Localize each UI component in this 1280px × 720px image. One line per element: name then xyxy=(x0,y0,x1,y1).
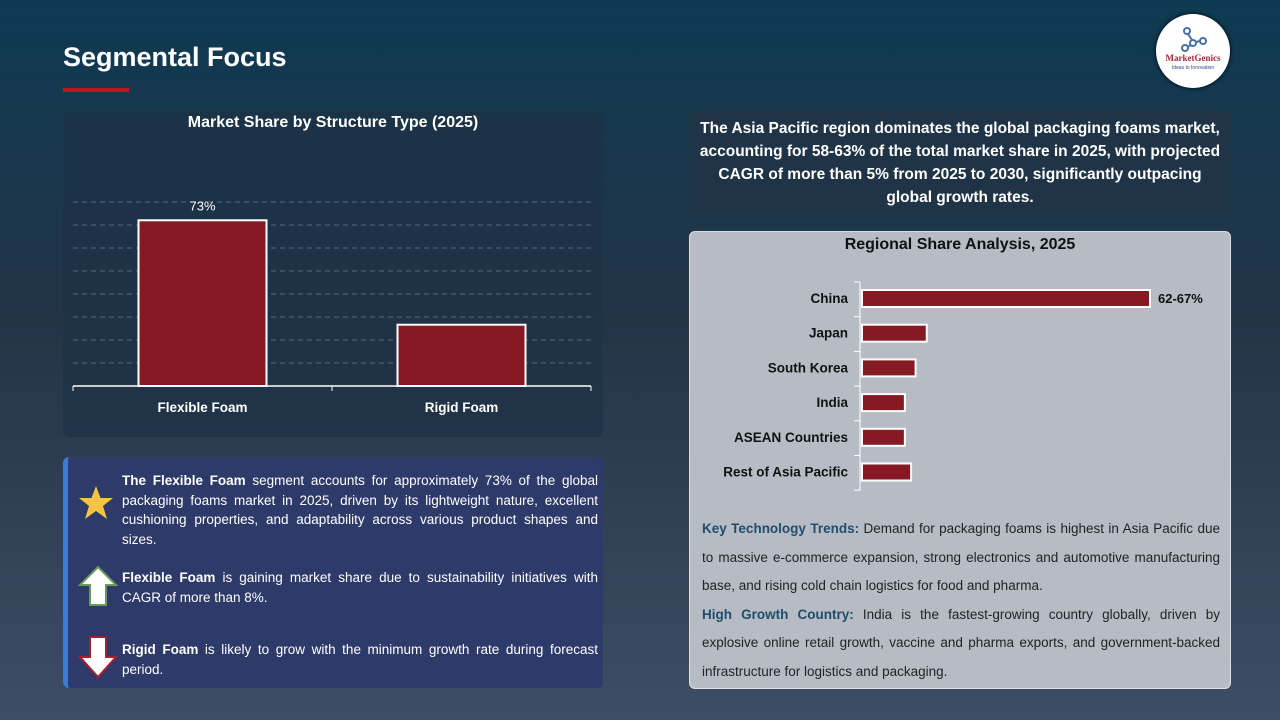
star-icon xyxy=(78,485,114,526)
regional-chart: China 62-67% Japan South Korea India ASEAN Co… xyxy=(723,281,1203,491)
chart-title: Regional Share Analysis, 2025 xyxy=(844,236,1076,253)
regional-panel: Regional Share Analysis, 2025 China 62-67… xyxy=(689,231,1231,689)
trend-item: High Growth Country: India is the fastes… xyxy=(702,606,1220,679)
title-underline xyxy=(63,88,129,92)
insight-text: The Flexible Foam segment accounts for a… xyxy=(122,473,598,547)
data-label: 73% xyxy=(189,198,215,213)
tick-label: Japan xyxy=(809,326,848,341)
tick-label: South Korea xyxy=(768,360,849,375)
page-title: Segmental Focus xyxy=(63,42,287,72)
arrow-up-icon xyxy=(77,565,119,612)
bar xyxy=(861,323,928,343)
bar xyxy=(861,289,1151,308)
summary-text: The Asia Pacific region dominates the gl… xyxy=(689,111,1231,214)
bar xyxy=(137,219,268,388)
trends-text: Key Technology Trends: Demand for packag… xyxy=(702,515,1220,686)
arrow-down-icon xyxy=(77,635,119,684)
bar xyxy=(861,462,913,482)
logo: MarketGenics Ideas to Innovation xyxy=(1156,14,1230,88)
insight-text: Flexible Foam is gaining market share du… xyxy=(122,570,598,605)
tick-label: India xyxy=(816,395,848,410)
insights-panel: The Flexible Foam segment accounts for a… xyxy=(63,457,603,688)
insight-text: Rigid Foam is likely to grow with the mi… xyxy=(122,642,598,677)
tick-label: Rigid Foam xyxy=(425,400,499,415)
bar xyxy=(396,323,527,388)
chart-title: Market Share by Structure Type (2025) xyxy=(187,114,479,131)
tick-label: Flexible Foam xyxy=(157,400,247,415)
data-label: 62-67% xyxy=(1158,291,1203,306)
tick-label: ASEAN Countries xyxy=(734,430,848,445)
bar xyxy=(861,393,906,413)
bar xyxy=(861,358,917,378)
tick-label: Rest of Asia Pacific xyxy=(723,465,848,480)
bar xyxy=(861,427,906,447)
svg-text:MarketGenics: MarketGenics xyxy=(1166,53,1221,63)
structure-chart: 73% Flexible Foam Rigid Foam xyxy=(72,198,592,415)
trend-item: Key Technology Trends: Demand for packag… xyxy=(702,521,1220,593)
structure-chart-panel: Market Share by Structure Type (2025) 73… xyxy=(63,111,603,437)
svg-text:Ideas to Innovation: Ideas to Innovation xyxy=(1172,65,1214,71)
tick-label: China xyxy=(810,291,848,306)
